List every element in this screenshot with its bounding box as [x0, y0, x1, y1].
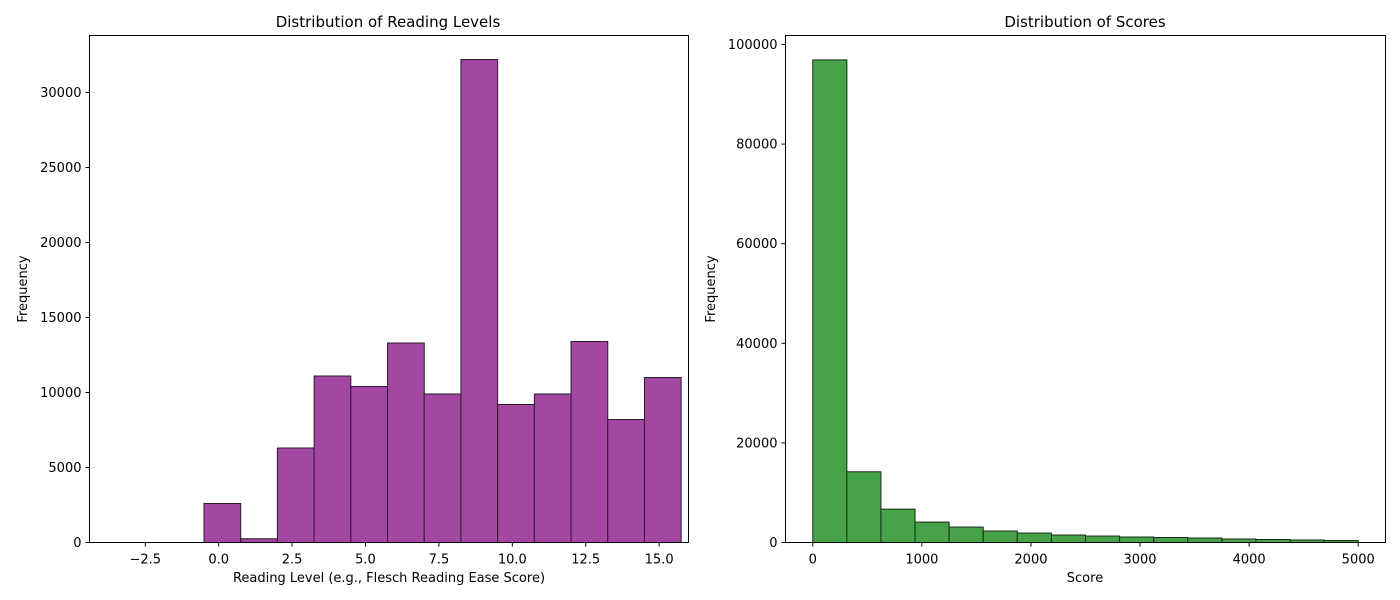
- score-bar-6: [1016, 532, 1052, 544]
- reading-level-bar-7: [350, 386, 389, 543]
- score-bar-7: [1050, 534, 1086, 544]
- score-y-tick-label: 40000: [736, 337, 777, 352]
- score-bar-9: [1119, 536, 1155, 543]
- score-bar-5: [982, 530, 1018, 543]
- score-bar-2: [880, 508, 916, 543]
- reading-level-x-tick-label: 7.5: [429, 553, 450, 568]
- score-bar-10: [1153, 537, 1189, 544]
- score-bar-8: [1085, 535, 1121, 543]
- reading-level-x-axis-label: Reading Level (e.g., Flesch Reading Ease…: [233, 571, 545, 586]
- reading-level-y-tick-label: 15000: [40, 311, 81, 326]
- score-bar-12: [1221, 538, 1257, 543]
- score-bar-3: [914, 521, 950, 544]
- reading-level-x-tick-label: 5.0: [355, 553, 376, 568]
- score-plot-frame: [785, 35, 1386, 543]
- reading-level-y-tick-label: 20000: [40, 236, 81, 251]
- score-bar-11: [1187, 537, 1223, 544]
- reading-level-x-tick-label: −2.5: [130, 553, 162, 568]
- reading-level-y-tick-label: 30000: [40, 86, 81, 101]
- reading-level-x-tick-label: 0.0: [208, 553, 229, 568]
- reading-level-x-tick-label: 2.5: [282, 553, 303, 568]
- reading-level-y-axis-label: Frequency: [16, 255, 31, 322]
- score-y-axis-label: Frequency: [704, 255, 719, 322]
- reading-level-y-ticks: 0 5000 10000 15000 20000 25000 30000: [40, 86, 90, 551]
- score-bar-1: [846, 471, 882, 544]
- reading-level-y-tick-label: 25000: [40, 161, 81, 176]
- score-bar-0: [812, 59, 848, 543]
- score-chart-title: Distribution of Scores: [1004, 13, 1166, 31]
- reading-level-histogram: Distribution of Reading Levels −2.5 0.0 2.…: [16, 13, 689, 586]
- score-bars: [812, 59, 1359, 544]
- reading-level-x-ticks: −2.5 0.0 2.5 5.0 7.5 10.0 12.5 15.0: [130, 542, 674, 568]
- reading-level-y-tick-label: 10000: [40, 386, 81, 401]
- reading-level-bar-4: [240, 538, 278, 543]
- score-y-tick-label: 100000: [728, 38, 778, 53]
- reading-level-bar-12: [533, 393, 572, 543]
- reading-level-bar-14: [607, 419, 645, 543]
- reading-level-bar-5: [276, 447, 315, 543]
- score-x-tick-label: 1000: [905, 553, 938, 568]
- reading-level-plot-frame: [89, 35, 689, 543]
- reading-level-bar-11: [497, 404, 535, 543]
- reading-level-y-tick-label: 0: [73, 536, 81, 551]
- reading-level-y-tick-label: 5000: [48, 461, 81, 476]
- reading-level-bars: [203, 59, 682, 543]
- score-y-ticks: 0 20000 40000 60000 80000 100000: [728, 38, 786, 551]
- score-y-tick-label: 60000: [736, 237, 777, 252]
- score-x-tick-label: 3000: [1123, 553, 1156, 568]
- reading-level-bar-15: [643, 377, 682, 543]
- score-y-tick-label: 80000: [736, 138, 777, 153]
- reading-level-bar-6: [313, 375, 352, 543]
- reading-level-bar-13: [570, 341, 609, 543]
- reading-level-bar-10: [460, 59, 499, 543]
- reading-level-x-tick-label: 10.0: [498, 553, 527, 568]
- score-x-tick-label: 0: [809, 553, 817, 568]
- score-x-tick-label: 2000: [1014, 553, 1047, 568]
- score-histogram: Distribution of Scores 0 1000 2000 3000 4000…: [704, 13, 1386, 586]
- score-y-tick-label: 20000: [736, 436, 777, 451]
- reading-level-x-tick-label: 12.5: [571, 553, 600, 568]
- score-y-tick-label: 0: [769, 536, 777, 551]
- reading-level-bar-8: [387, 342, 425, 543]
- reading-level-bar-3: [203, 503, 242, 543]
- score-bar-4: [948, 526, 984, 544]
- score-x-tick-label: 4000: [1233, 553, 1266, 568]
- score-x-ticks: 0 1000 2000 3000 4000 5000: [809, 542, 1375, 568]
- reading-level-bar-9: [423, 393, 462, 543]
- score-x-axis-label: Score: [1067, 571, 1103, 586]
- reading-level-chart-title: Distribution of Reading Levels: [276, 13, 501, 31]
- score-x-tick-label: 5000: [1342, 553, 1375, 568]
- reading-level-x-tick-label: 15.0: [645, 553, 674, 568]
